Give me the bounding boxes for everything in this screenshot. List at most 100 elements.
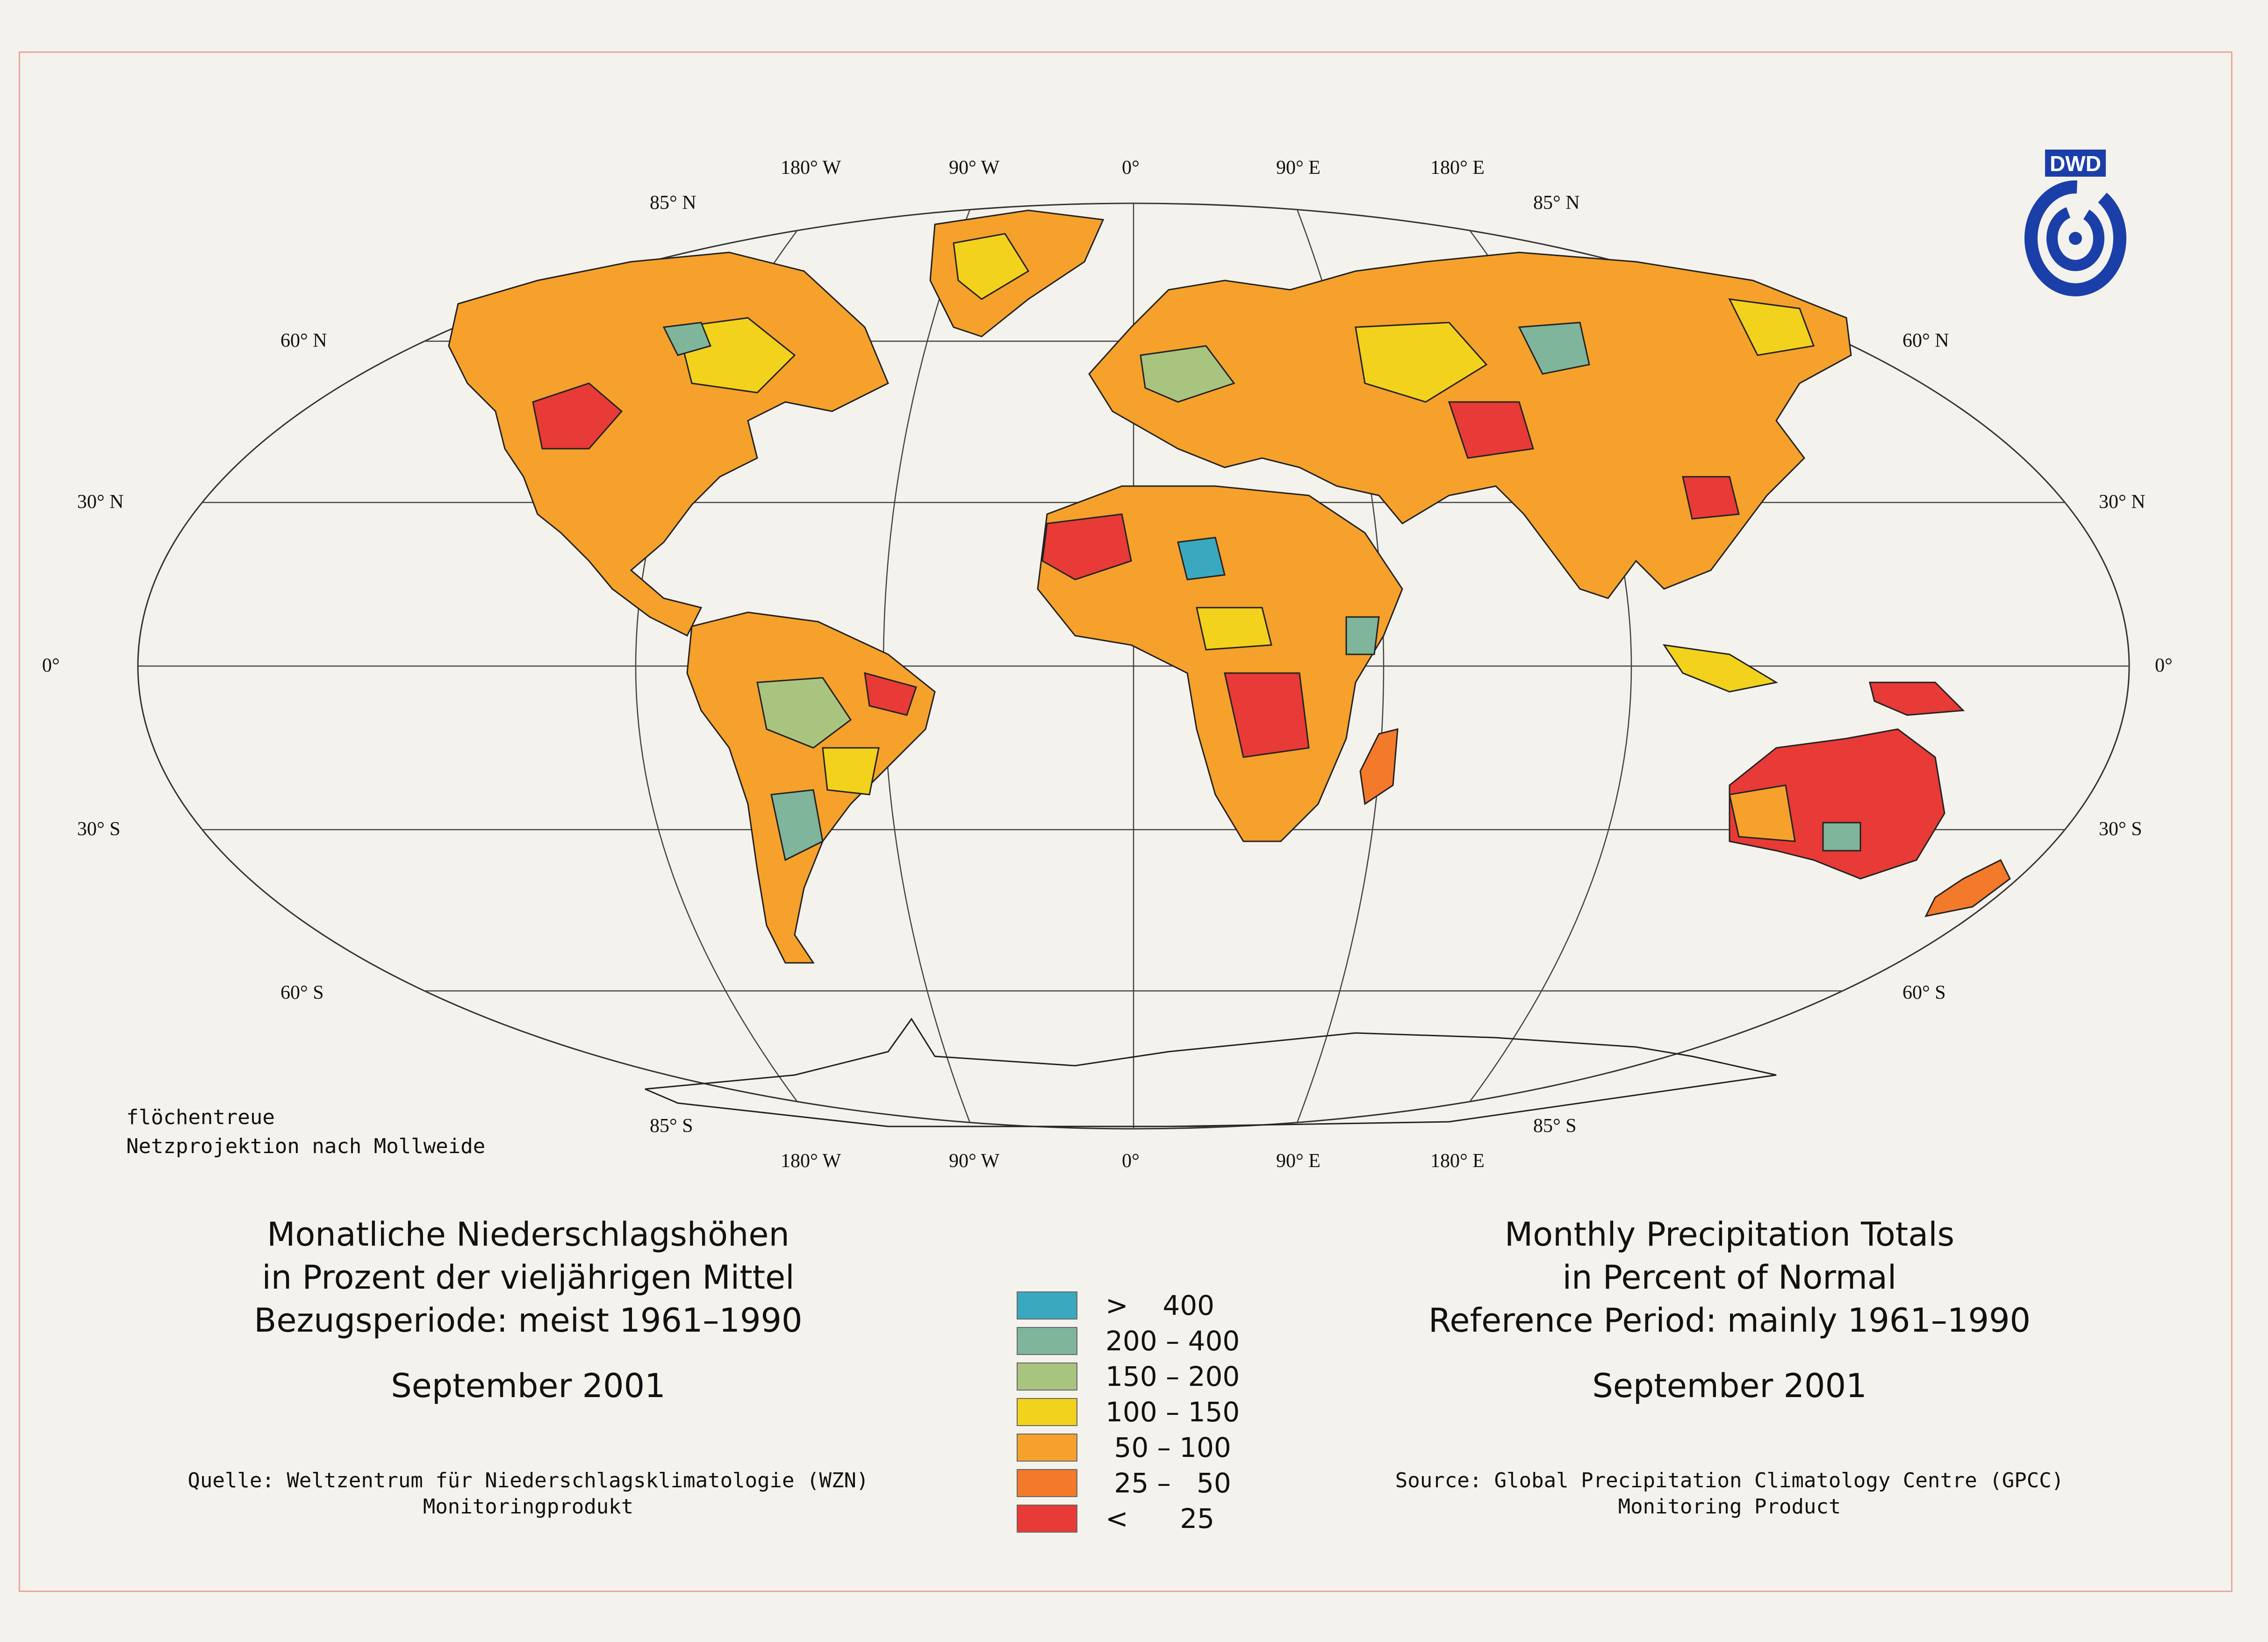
legend-swatch <box>1017 1327 1077 1355</box>
legend-label: > 400 <box>1105 1290 1215 1321</box>
lat-label-85s-left: 85° S <box>650 1115 693 1137</box>
projection-note-line1: flöchentreue <box>126 1105 275 1129</box>
title-german: Monatliche Niederschlagshöhen in Prozent… <box>154 1213 902 1407</box>
new-zealand <box>1924 859 2011 918</box>
legend-label: 150 – 200 <box>1105 1361 1240 1392</box>
dwd-spiral-outer <box>2024 180 2127 296</box>
africa <box>1037 485 1403 842</box>
lat-label-85n-left: 85° N <box>650 192 696 214</box>
lon-label-180e-bottom: 180° E <box>1430 1150 1485 1172</box>
lat-label-85s-right: 85° S <box>1533 1115 1577 1137</box>
legend-row: 25 – 50 <box>1017 1465 1240 1501</box>
lon-label-90e-bottom: 90° E <box>1276 1150 1321 1172</box>
lat-label-30n-left: 30° N <box>77 491 124 513</box>
africa-zone-c <box>1224 672 1310 758</box>
sa-zone-a <box>756 677 852 749</box>
south-america <box>686 611 936 964</box>
lat-label-60n-left: 60° N <box>280 330 327 351</box>
dwd-spiral-inner <box>2046 206 2105 271</box>
legend-swatch <box>1017 1505 1077 1533</box>
dwd-spiral-core <box>2069 232 2082 245</box>
projection-note: flöchentreue Netzprojektion nach Mollwei… <box>126 1103 485 1161</box>
eurasia-zone-d <box>1448 401 1534 459</box>
title-english: Monthly Precipitation Totals in Percent … <box>1356 1213 2103 1407</box>
legend-row: < 25 <box>1017 1501 1240 1536</box>
projection-note-line2: Netzprojektion nach Mollweide <box>126 1134 486 1158</box>
dwd-logo: DWD <box>2024 150 2127 296</box>
legend-label: 100 – 150 <box>1105 1396 1240 1428</box>
lat-label-eq-left: 0° <box>42 655 60 676</box>
eurasia-zone-b <box>1140 345 1235 403</box>
source-de-line1: Quelle: Weltzentrum für Niederschlagskli… <box>187 1469 869 1492</box>
source-en-line1: Source: Global Precipitation Climatology… <box>1395 1469 2064 1492</box>
eurasia-zone-e <box>1682 476 1740 520</box>
lat-label-30n-right: 30° N <box>2099 491 2146 513</box>
na-dry-zone <box>532 382 623 450</box>
title-de-date: September 2001 <box>391 1367 666 1405</box>
lon-label-90w-bottom: 90° W <box>949 1150 1000 1172</box>
lon-label-90w-top: 90° W <box>949 157 1000 179</box>
lat-label-30s-left: 30° S <box>77 818 121 840</box>
legend-row: 150 – 200 <box>1017 1359 1240 1394</box>
sa-zone-c <box>822 747 880 796</box>
source-german: Quelle: Weltzentrum für Niederschlagskli… <box>131 1468 926 1520</box>
title-en-line2: in Percent of Normal <box>1562 1258 1897 1297</box>
legend-label: 200 – 400 <box>1105 1325 1240 1357</box>
sa-zone-b <box>770 789 824 861</box>
lat-label-30s-right: 30° S <box>2099 818 2142 840</box>
madagascar <box>1359 728 1399 805</box>
lat-label-60s-right: 60° S <box>1902 982 1946 1004</box>
title-de-line3: Bezugsperiode: meist 1961–1990 <box>254 1301 803 1340</box>
na-very-wet <box>662 322 712 356</box>
antarctica <box>645 1018 1777 1127</box>
source-de-line2: Monitoringprodukt <box>423 1495 634 1519</box>
title-de-line2: in Prozent der vieljährigen Mittel <box>262 1258 795 1297</box>
sa-zone-d <box>864 672 917 716</box>
title-en-date: September 2001 <box>1592 1367 1867 1405</box>
legend-row: 50 – 100 <box>1017 1430 1240 1465</box>
australia-zone-a <box>1729 784 1796 842</box>
legend-row: 100 – 150 <box>1017 1394 1240 1430</box>
legend-label: 25 – 50 <box>1105 1467 1231 1499</box>
lon-label-0-bottom: 0° <box>1122 1150 1140 1172</box>
africa-zone-a <box>1041 513 1132 581</box>
legend-swatch <box>1017 1469 1077 1497</box>
legend-swatch <box>1017 1398 1077 1426</box>
title-en-line1: Monthly Precipitation Totals <box>1504 1215 1955 1254</box>
lat-label-60n-right: 60° N <box>1902 330 1949 351</box>
legend-row: 200 – 400 <box>1017 1323 1240 1359</box>
legend-row: > 400 <box>1017 1288 1240 1323</box>
legend-label: 50 – 100 <box>1105 1432 1231 1463</box>
australia-zone-b <box>1822 822 1861 852</box>
lon-label-180e-top: 180° E <box>1430 157 1485 179</box>
new-guinea <box>1869 681 1965 716</box>
lat-label-85n-right: 85° N <box>1533 192 1580 214</box>
map-frame <box>19 51 2232 1592</box>
source-en-line2: Monitoring Product <box>1618 1495 1841 1519</box>
lon-label-180w-top: 180° W <box>781 157 841 179</box>
continents <box>448 209 2011 1127</box>
eurasia-zone-c <box>1518 322 1590 375</box>
australia <box>1729 728 1945 880</box>
title-en-line3: Reference Period: mainly 1961–1990 <box>1428 1301 2031 1340</box>
eurasia-zone-f <box>1728 298 1815 356</box>
legend-label: < 25 <box>1105 1503 1215 1534</box>
greenland-zone <box>953 233 1030 300</box>
indonesia <box>1662 644 1779 693</box>
africa-zone-d <box>1196 607 1272 651</box>
dwd-logo-text: DWD <box>2050 151 2101 176</box>
north-america <box>448 251 889 637</box>
legend-swatch <box>1017 1434 1077 1462</box>
africa-zone-b <box>1177 537 1226 581</box>
lon-label-90e-top: 90° E <box>1276 157 1321 179</box>
lon-label-0-top: 0° <box>1122 157 1140 179</box>
legend-swatch <box>1017 1362 1077 1391</box>
legend-swatch <box>1017 1291 1077 1319</box>
lon-label-180w-bottom: 180° W <box>781 1150 841 1172</box>
title-de-line1: Monatliche Niederschlagshöhen <box>267 1215 789 1254</box>
legend: > 400 200 – 400 150 – 200 100 – 150 50 –… <box>1017 1288 1240 1536</box>
source-english: Source: Global Precipitation Climatology… <box>1332 1468 2127 1520</box>
lat-label-60s-left: 60° S <box>280 982 324 1004</box>
lat-label-eq-right: 0° <box>2155 655 2173 676</box>
